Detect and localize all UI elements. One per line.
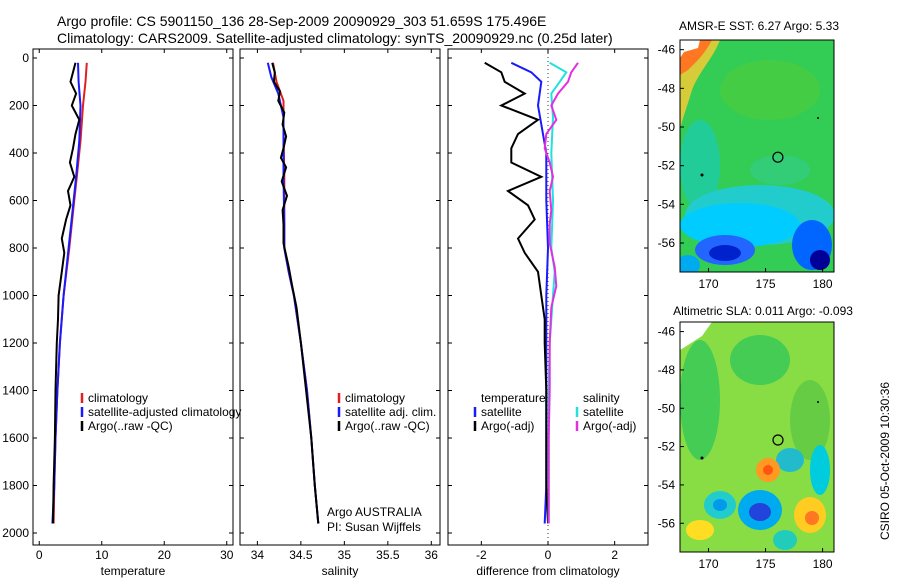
depth-tick-label: 1200 [2,336,29,350]
profile-title: Argo profile: CS 5901150_136 28-Sep-2009… [57,13,547,29]
temperature-x-tick-label: 20 [158,548,172,562]
credit-stamp: CSIRO 05-Oct-2009 10:30:36 [878,382,892,540]
sla-map-lon-tick-label: 180 [813,557,833,571]
difference-series-salinity-argo-adj- [543,62,579,524]
diff-legend-title-temperature: temperature [481,391,546,405]
salinity-series-argo-raw-qc- [271,62,320,524]
temp-legend-satellite-label: satellite-adjusted climatology [88,405,241,419]
sla-map-title: Altimetric SLA: 0.011 Argo: -0.093 [673,304,853,318]
sla-map-lat-tick-label: -52 [658,440,676,454]
salinity-series-climatology [272,62,320,524]
sla-map-lat-tick-label: -54 [658,478,676,492]
sla-map [680,322,834,552]
salinity-x-axis-label: salinity [322,564,359,578]
sal-legend-satellite-label: satellite adj. clim. [345,405,436,419]
sla-float-marker [772,434,784,446]
salinity-plot-frame [239,48,441,546]
sst-map-lon-tick-label: 170 [699,277,719,291]
depth-tick-label: 0 [22,51,29,65]
sla-island-dot-2 [817,401,819,403]
depth-tick-label: 800 [9,241,29,255]
temperature-plot-frame [32,48,234,546]
sst-map-lat-tick-label: -50 [658,120,676,134]
sst-map-lat-tick-label: -48 [658,81,676,95]
climatology-subtitle: Climatology: CARS2009. Satellite-adjuste… [57,30,613,46]
sst-map-frame [679,39,835,273]
difference-x-tick-label: 2 [611,548,618,562]
sla-map-lon-tick-label: 175 [756,557,776,571]
salinity-x-tick-label: 35.5 [376,548,400,562]
depth-tick-label: 200 [9,99,29,113]
sla-map-frame [679,321,835,553]
depth-tick-label: 600 [9,194,29,208]
sst-map-lon-tick-label: 175 [756,277,776,291]
diff-legend-title-salinity: salinity [583,391,620,405]
sal-legend-climatology-label: climatology [345,391,405,405]
sla-map-lat-tick-label: -46 [658,325,676,339]
depth-tick-label: 1000 [2,289,29,303]
diff-legend-temp-satellite-label: satellite [481,405,522,419]
diff-legend-sal-argo-label: Argo(-adj) [583,419,636,433]
diff-legend-temp-argo-label: Argo(-adj) [481,419,534,433]
difference-series-temperature-argo-adj- [484,61,549,524]
difference-series-temperature-satellite [510,61,550,524]
salinity-x-tick-label: 34 [251,548,265,562]
argo-annotation-line1: Argo AUSTRALIA [327,505,422,519]
diff-legend-sal-satellite-label: satellite [583,405,624,419]
sst-map-lon-tick-label: 180 [813,277,833,291]
temperature-x-tick-label: 10 [95,548,109,562]
salinity-x-tick-label: 35 [338,548,352,562]
salinity-x-tick-label: 34.5 [289,548,313,562]
sst-island-dot [700,173,704,177]
temp-legend-climatology-label: climatology [88,391,148,405]
difference-x-tick-label: 0 [545,548,552,562]
temp-legend-argo-label: Argo(..raw -QC) [88,419,173,433]
salinity-x-tick-label: 36 [425,548,439,562]
argo-annotation-line2: PI: Susan Wijffels [327,520,421,534]
temperature-x-axis-label: temperature [101,564,166,578]
difference-x-tick-label: -2 [476,548,487,562]
depth-tick-label: 1800 [2,479,29,493]
sal-legend-argo-label: Argo(..raw -QC) [345,419,430,433]
sst-map [680,40,834,272]
temperature-x-tick-label: 0 [36,548,43,562]
sla-map-lat-tick-label: -48 [658,363,676,377]
sla-map-lon-tick-label: 170 [699,557,719,571]
temperature-x-tick-label: 30 [220,548,234,562]
difference-series-salinity-satellite [547,61,568,524]
depth-tick-label: 400 [9,146,29,160]
sst-float-marker [772,151,784,163]
sla-island-dot [700,456,704,460]
depth-tick-label: 1600 [2,431,29,445]
depth-tick-label: 1400 [2,384,29,398]
sst-island-dot-2 [817,117,819,119]
sst-map-lat-tick-label: -54 [658,197,676,211]
sla-map-lat-tick-label: -50 [658,401,676,415]
temperature-series-argo-raw-qc- [52,62,81,524]
sst-map-lat-tick-label: -56 [658,236,676,250]
depth-tick-label: 2000 [2,526,29,540]
difference-x-axis-label: difference from climatology [476,564,619,578]
sla-map-lat-tick-label: -56 [658,516,676,530]
sst-map-title: AMSR-E SST: 6.27 Argo: 5.33 [679,19,839,33]
sst-map-lat-tick-label: -46 [658,43,676,57]
sst-map-lat-tick-label: -52 [658,159,676,173]
